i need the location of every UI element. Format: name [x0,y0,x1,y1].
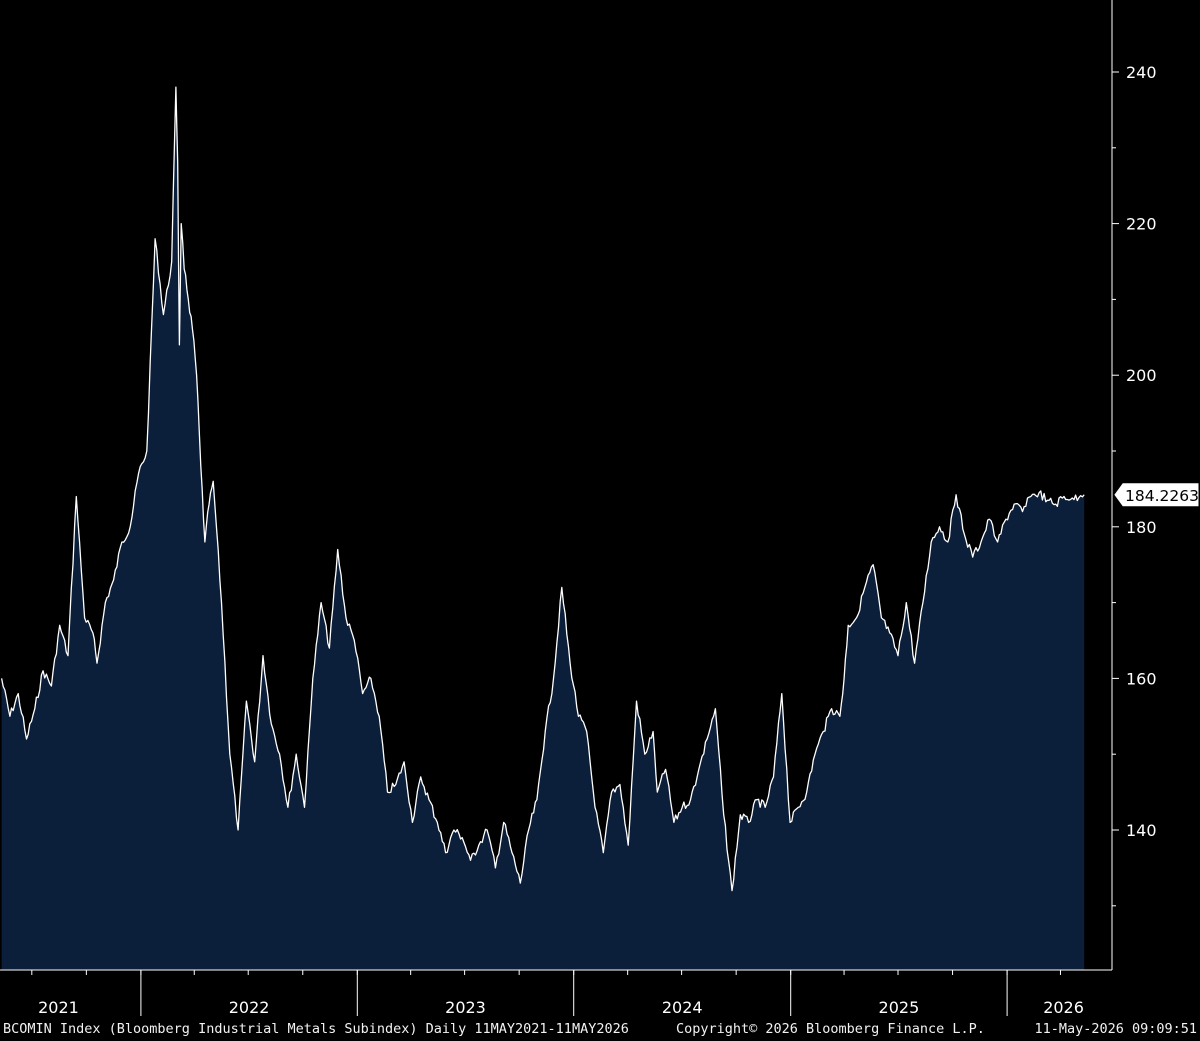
y-tick-label: 220 [1126,215,1157,234]
y-tick-label: 180 [1126,518,1157,537]
last-value-marker [1114,483,1199,507]
series-area-fill [1,87,1085,970]
plot-area [0,86,1085,970]
x-tick-label: 2024 [662,998,703,1017]
x-tick-label: 2025 [879,998,920,1017]
x-tick-label: 2026 [1043,998,1084,1017]
x-tick-label: 2021 [38,998,79,1017]
x-tick-label: 2022 [229,998,270,1017]
y-tick-label: 140 [1126,821,1157,840]
chart-footer: BCOMIN Index (Bloomberg Industrial Metal… [0,1018,1200,1041]
footer-timestamp: 11-May-2026 09:09:51 [1034,1021,1197,1037]
y-tick-label: 160 [1126,669,1157,688]
x-tick-label: 2023 [445,998,486,1017]
chart-canvas: 140 160 180 200 220 240 184.2263 2021 2022 2023 20… [0,0,1199,1017]
y-tick-label: 240 [1126,63,1157,82]
axes: 140 160 180 200 220 240 184.2263 2021 2022 2023 20… [0,0,1199,1017]
footer-security-description: BCOMIN Index (Bloomberg Industrial Metal… [3,1021,629,1037]
y-tick-label: 200 [1126,366,1157,385]
footer-copyright: Copyright© 2026 Bloomberg Finance L.P. [676,1021,985,1037]
series-line [0,86,1085,892]
last-value-label: 184.2263 [1125,487,1199,505]
